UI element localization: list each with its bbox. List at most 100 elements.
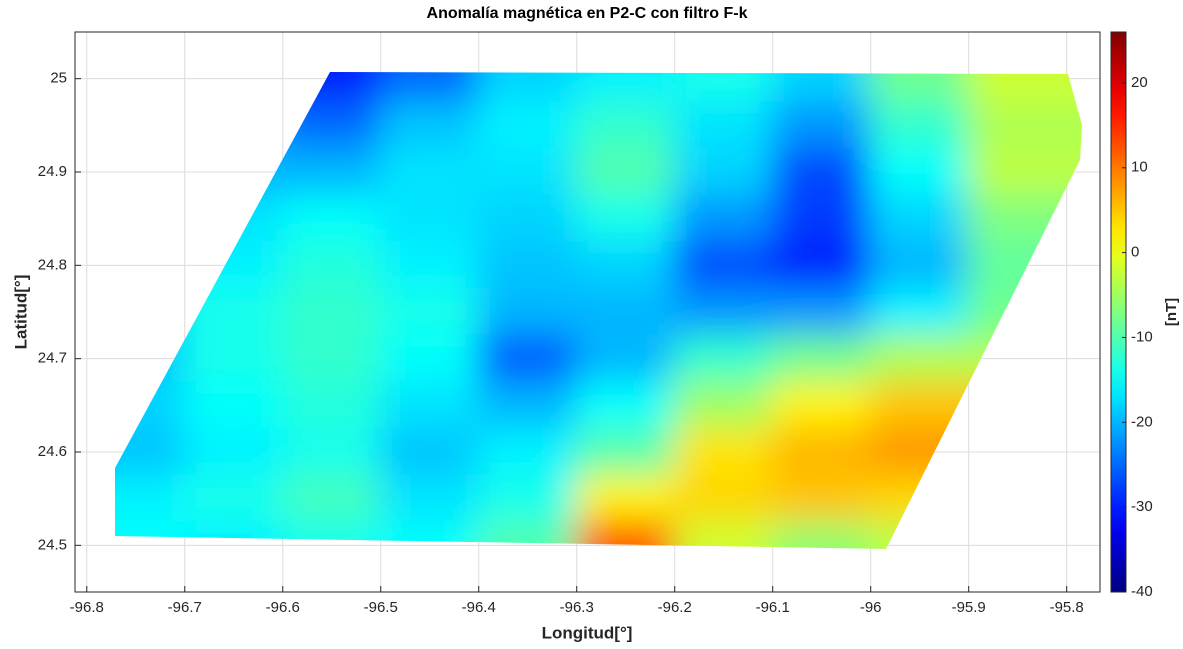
field-cell [183,427,284,477]
field-cell [281,194,382,243]
field-cell [771,521,872,549]
field-cell [673,381,774,430]
field-cell [281,381,382,430]
field-cell [575,147,676,197]
field-cell [477,147,578,197]
field-cell [379,381,480,430]
colorbar-tick-label: -30 [1131,498,1153,515]
field-cell [771,101,872,150]
field-cell [673,474,774,523]
field-cell [575,72,676,104]
field-cell [281,427,382,477]
field-cell [673,241,774,290]
field-cell [379,101,480,150]
field-cell [869,72,970,104]
field-cell [379,427,480,477]
field-cell [673,521,774,549]
field-cell [771,147,872,197]
field-cell [477,101,578,150]
field-cell [281,474,382,523]
field-cell [379,287,480,337]
field-cell [183,381,284,430]
field-cell [771,194,872,243]
colorbar-tick-label: 20 [1131,74,1148,91]
chart-title: Anomalía magnética en P2-C con filtro F-… [427,5,748,22]
colorbar-tick-label: -40 [1131,583,1153,600]
field-cell [673,427,774,477]
field-cell [477,72,578,104]
field-cell [869,287,970,337]
y-tick-label: 24.8 [38,256,67,273]
field-cell [281,241,382,290]
field-cell [575,427,676,477]
y-axis-label: Latitud[°] [11,275,30,350]
field-cell [967,147,1082,197]
field-cell [771,334,872,383]
field-cell [869,241,970,290]
field-cell [869,334,970,383]
field-cell [967,101,1082,150]
y-tick-label: 24.7 [38,350,67,367]
field-cell [869,101,970,150]
field-cell [673,147,774,197]
field-cell [281,287,382,337]
field-cell [379,147,480,197]
colorbar-tick-label: 0 [1131,244,1139,261]
x-tick-label: -95.8 [1050,599,1084,616]
x-tick-label: -96.1 [756,599,790,616]
field-cell [771,474,872,523]
colorbar-label: [nT] [1163,298,1180,326]
field-cell [115,474,186,523]
y-tick-label: 24.6 [38,443,67,460]
field-cell [771,72,872,104]
field-cell [477,381,578,430]
field-cell [575,241,676,290]
field-cell [379,241,480,290]
field-cell [379,194,480,243]
field-cell [477,334,578,383]
colorbar-tick-label: -20 [1131,413,1153,430]
field-cell [477,287,578,337]
field-cell [673,194,774,243]
field-cell [869,194,970,243]
colorbar-tick-label: 10 [1131,159,1148,176]
field-cell [281,334,382,383]
x-tick-label: -96.7 [168,599,202,616]
x-tick-label: -96.3 [560,599,594,616]
field-cell [771,287,872,337]
x-tick-label: -96.5 [364,599,398,616]
field-cell [869,147,970,197]
field-cell [183,334,284,383]
x-axis-label: Longitud[°] [542,623,633,642]
field-cell [575,101,676,150]
field-cell [575,381,676,430]
colorbar [1110,31,1127,593]
field-cell [379,334,480,383]
field-cell [379,72,480,104]
x-tick-label: -96.2 [658,599,692,616]
field-cell [673,101,774,150]
y-tick-label: 24.5 [38,536,67,553]
field-cell [575,194,676,243]
field-cell [967,72,1082,104]
field-cell [673,287,774,337]
colorbar-tick-label: -10 [1131,328,1153,345]
field-cell [281,147,382,197]
x-tick-label: -96.4 [462,599,496,616]
field-cell [673,72,774,104]
x-tick-label: -96 [860,599,882,616]
field-cell [183,474,284,523]
field-cell [575,474,676,523]
field-cell [575,287,676,337]
x-tick-label: -96.8 [70,599,104,616]
field-cell [771,427,872,477]
x-tick-label: -96.6 [266,599,300,616]
field-cell [477,241,578,290]
field-cell [477,474,578,523]
x-tick-label: -95.9 [952,599,986,616]
field-cell [673,334,774,383]
field-cell [379,474,480,523]
axes-box [74,31,1101,593]
field-cell [771,241,872,290]
